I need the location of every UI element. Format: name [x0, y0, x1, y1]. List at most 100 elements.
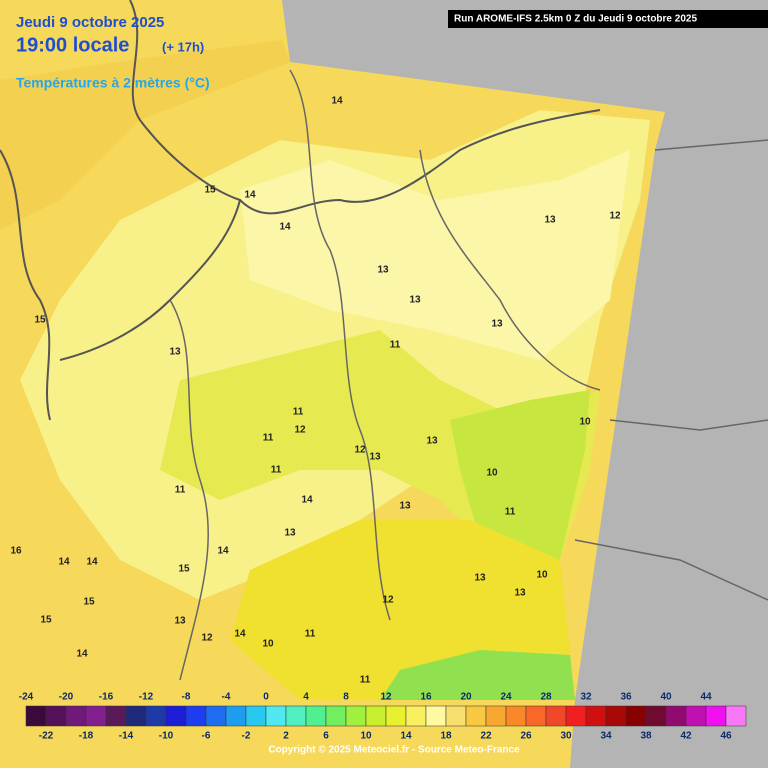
- scale-label-bottom: 10: [360, 731, 372, 742]
- color-swatch: [265, 705, 287, 727]
- color-swatch: [585, 705, 607, 727]
- color-swatch: [425, 705, 447, 727]
- contour-label: 10: [579, 417, 591, 428]
- contour-label: 11: [360, 675, 371, 686]
- contour-label: 12: [609, 211, 621, 222]
- color-swatch: [365, 705, 387, 727]
- color-swatch: [685, 705, 707, 727]
- scale-label-top: -20: [59, 692, 74, 703]
- scale-label-bottom: 46: [720, 731, 732, 742]
- scale-label-top: -8: [182, 692, 191, 703]
- color-swatch: [325, 705, 347, 727]
- scale-label-bottom: 14: [400, 731, 412, 742]
- color-swatch: [645, 705, 667, 727]
- contour-label: 13: [409, 295, 421, 306]
- alps-region: [380, 650, 575, 700]
- scale-label-bottom: -2: [242, 731, 251, 742]
- contour-label: 11: [505, 507, 516, 518]
- variable: Températures à 2 mètres (°C): [16, 75, 210, 91]
- contour-label: 13: [284, 528, 296, 539]
- contour-label: 11: [263, 433, 274, 444]
- contour-label: 15: [34, 315, 46, 326]
- run-box: [448, 10, 768, 28]
- color-swatch: [665, 705, 687, 727]
- contour-label: 13: [377, 265, 389, 276]
- color-swatch: [405, 705, 427, 727]
- contour-label: 13: [426, 436, 438, 447]
- scale-label-top: -16: [99, 692, 114, 703]
- contour-label: 15: [178, 564, 190, 575]
- color-swatch: [525, 705, 547, 727]
- contour-label: 16: [10, 546, 22, 557]
- contour-label: 11: [271, 465, 282, 476]
- contour-label: 11: [175, 485, 186, 496]
- color-swatch: [245, 705, 267, 727]
- time: 19:00 locale: [16, 34, 129, 56]
- scale-label-top: 40: [660, 692, 672, 703]
- color-swatch: [505, 705, 527, 727]
- scale-label-top: 4: [303, 692, 309, 703]
- contour-label: 14: [86, 557, 98, 568]
- contour-label: 12: [201, 633, 213, 644]
- scale-label-bottom: 38: [640, 731, 652, 742]
- scale-label-top: -12: [139, 692, 154, 703]
- color-swatch: [305, 705, 327, 727]
- scale-label-top: 32: [580, 692, 592, 703]
- scale-label-top: 28: [540, 692, 552, 703]
- color-swatch: [45, 705, 67, 727]
- scale-label-top: 24: [500, 692, 512, 703]
- contour-labels: 14 15 14 14 13 12 13 13 13 15 13 11 11 12 11 13 13 12 11 10…: [10, 96, 621, 686]
- contour-label: 11: [293, 407, 304, 418]
- scale-label-bottom: -6: [202, 731, 211, 742]
- date: Jeudi 9 octobre 2025: [16, 14, 164, 31]
- color-swatch: [385, 705, 407, 727]
- contour-label: 15: [40, 615, 52, 626]
- color-swatch: [445, 705, 467, 727]
- color-swatch: [565, 705, 587, 727]
- colorbar: -24 -20 -16 -12 -8 -4 0 4 8 12 16 20 24 28 32 36 40 44-22…: [19, 692, 747, 742]
- scale-label-bottom: 30: [560, 731, 572, 742]
- contour-label: 10: [486, 468, 498, 479]
- contour-label: 14: [234, 629, 246, 640]
- color-swatch: [145, 705, 167, 727]
- contour-label: 14: [58, 557, 70, 568]
- color-swatch: [545, 705, 567, 727]
- contour-label: 14: [279, 222, 291, 233]
- contour-label: 14: [301, 495, 313, 506]
- color-swatch: [465, 705, 487, 727]
- scale-label-bottom: -22: [39, 731, 54, 742]
- color-swatch: [605, 705, 627, 727]
- scale-label-bottom: -10: [159, 731, 174, 742]
- scale-label-top: 44: [700, 692, 712, 703]
- contour-label: 15: [83, 597, 95, 608]
- palest-region: [240, 150, 630, 360]
- color-swatch: [165, 705, 187, 727]
- contour-label: 14: [331, 96, 343, 107]
- color-swatch: [485, 705, 507, 727]
- scale-label-bottom: 42: [680, 731, 692, 742]
- color-swatch: [125, 705, 147, 727]
- color-swatch: [725, 705, 747, 727]
- offset: (+ 17h): [162, 39, 204, 54]
- border: [169, 69, 601, 681]
- scale-label-bottom: 22: [480, 731, 492, 742]
- contour-label: 13: [369, 452, 381, 463]
- color-swatch: [25, 705, 47, 727]
- contour-label: 13: [174, 616, 186, 627]
- contour-label: 12: [382, 595, 394, 606]
- scale-label-bottom: 2: [283, 731, 289, 742]
- contour-label: 15: [204, 185, 216, 196]
- sea-region: [0, 40, 290, 230]
- scale-label-top: 16: [420, 692, 432, 703]
- contour-label: 11: [305, 629, 316, 640]
- contour-label: 10: [536, 570, 548, 581]
- scale-label-top: -24: [19, 692, 34, 703]
- border-outside: [574, 139, 768, 601]
- copyright: Copyright © 2025 Meteociel.fr - Source M…: [268, 745, 520, 756]
- contour-label: 13: [544, 215, 556, 226]
- color-swatch: [65, 705, 87, 727]
- color-swatch: [205, 705, 227, 727]
- contour-label: 11: [390, 340, 401, 351]
